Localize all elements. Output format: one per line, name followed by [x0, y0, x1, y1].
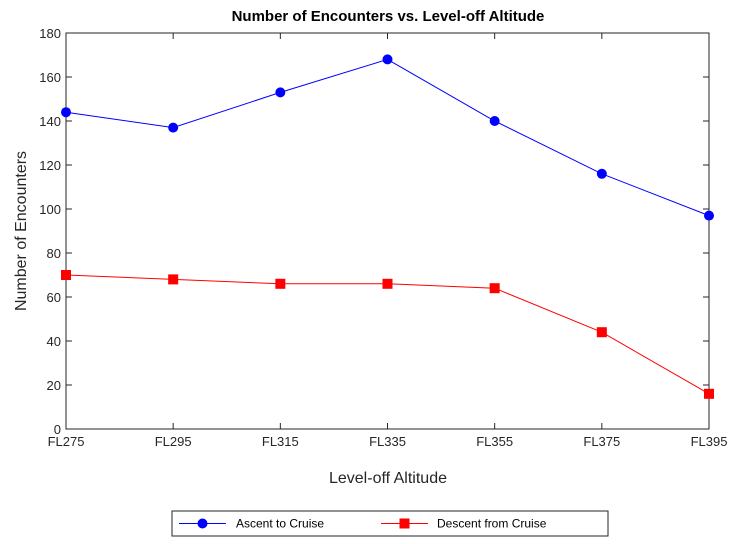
- legend-swatch-marker: [197, 518, 208, 529]
- data-point: [596, 327, 607, 338]
- series-layer: [61, 54, 714, 399]
- y-tick-label: 40: [47, 334, 61, 349]
- y-axis: 0 20 40 60 80 100 120 140 160 180: [39, 26, 709, 437]
- data-point: [168, 274, 179, 285]
- x-tick-label: FL375: [583, 434, 620, 449]
- y-tick-label: 80: [47, 246, 61, 261]
- x-tick-label: FL275: [48, 434, 85, 449]
- x-tick-label: FL355: [476, 434, 513, 449]
- data-point: [275, 278, 286, 289]
- data-point: [489, 116, 500, 126]
- legend-swatch-marker: [399, 518, 410, 529]
- x-axis-label: Level-off Altitude: [329, 470, 447, 487]
- x-tick-label: FL395: [691, 434, 728, 449]
- data-point: [61, 107, 71, 118]
- chart-title: Number of Encounters vs. Level-off Altit…: [232, 8, 545, 25]
- data-point: [596, 168, 607, 179]
- y-tick-label: 160: [39, 70, 61, 85]
- y-tick-label: 100: [39, 202, 61, 217]
- data-point: [61, 270, 71, 280]
- y-tick-label: 120: [39, 158, 61, 173]
- data-point: [168, 122, 179, 133]
- y-axis-label: Number of Encounters: [13, 151, 30, 311]
- y-tick-label: 180: [39, 26, 61, 41]
- data-point: [382, 54, 393, 65]
- x-tick-label: FL335: [369, 434, 406, 449]
- data-point: [382, 278, 393, 289]
- y-tick-label: 60: [47, 290, 61, 305]
- data-point: [275, 87, 286, 98]
- legend: Ascent to Cruise Descent from Cruise: [171, 510, 609, 537]
- y-tick-label: 0: [54, 422, 61, 437]
- data-point: [704, 388, 714, 399]
- y-tick-label: 20: [47, 378, 61, 393]
- data-point: [704, 210, 714, 221]
- x-tick-label: FL295: [155, 434, 192, 449]
- legend-label: Ascent to Cruise: [236, 517, 324, 531]
- legend-label: Descent from Cruise: [437, 517, 547, 531]
- y-tick-label: 140: [39, 114, 61, 129]
- data-point: [489, 283, 500, 294]
- plot-area: [65, 32, 710, 430]
- x-tick-label: FL315: [262, 434, 299, 449]
- x-axis: FL275 FL295 FL315 FL335 FL355 FL375 FL395: [48, 33, 728, 449]
